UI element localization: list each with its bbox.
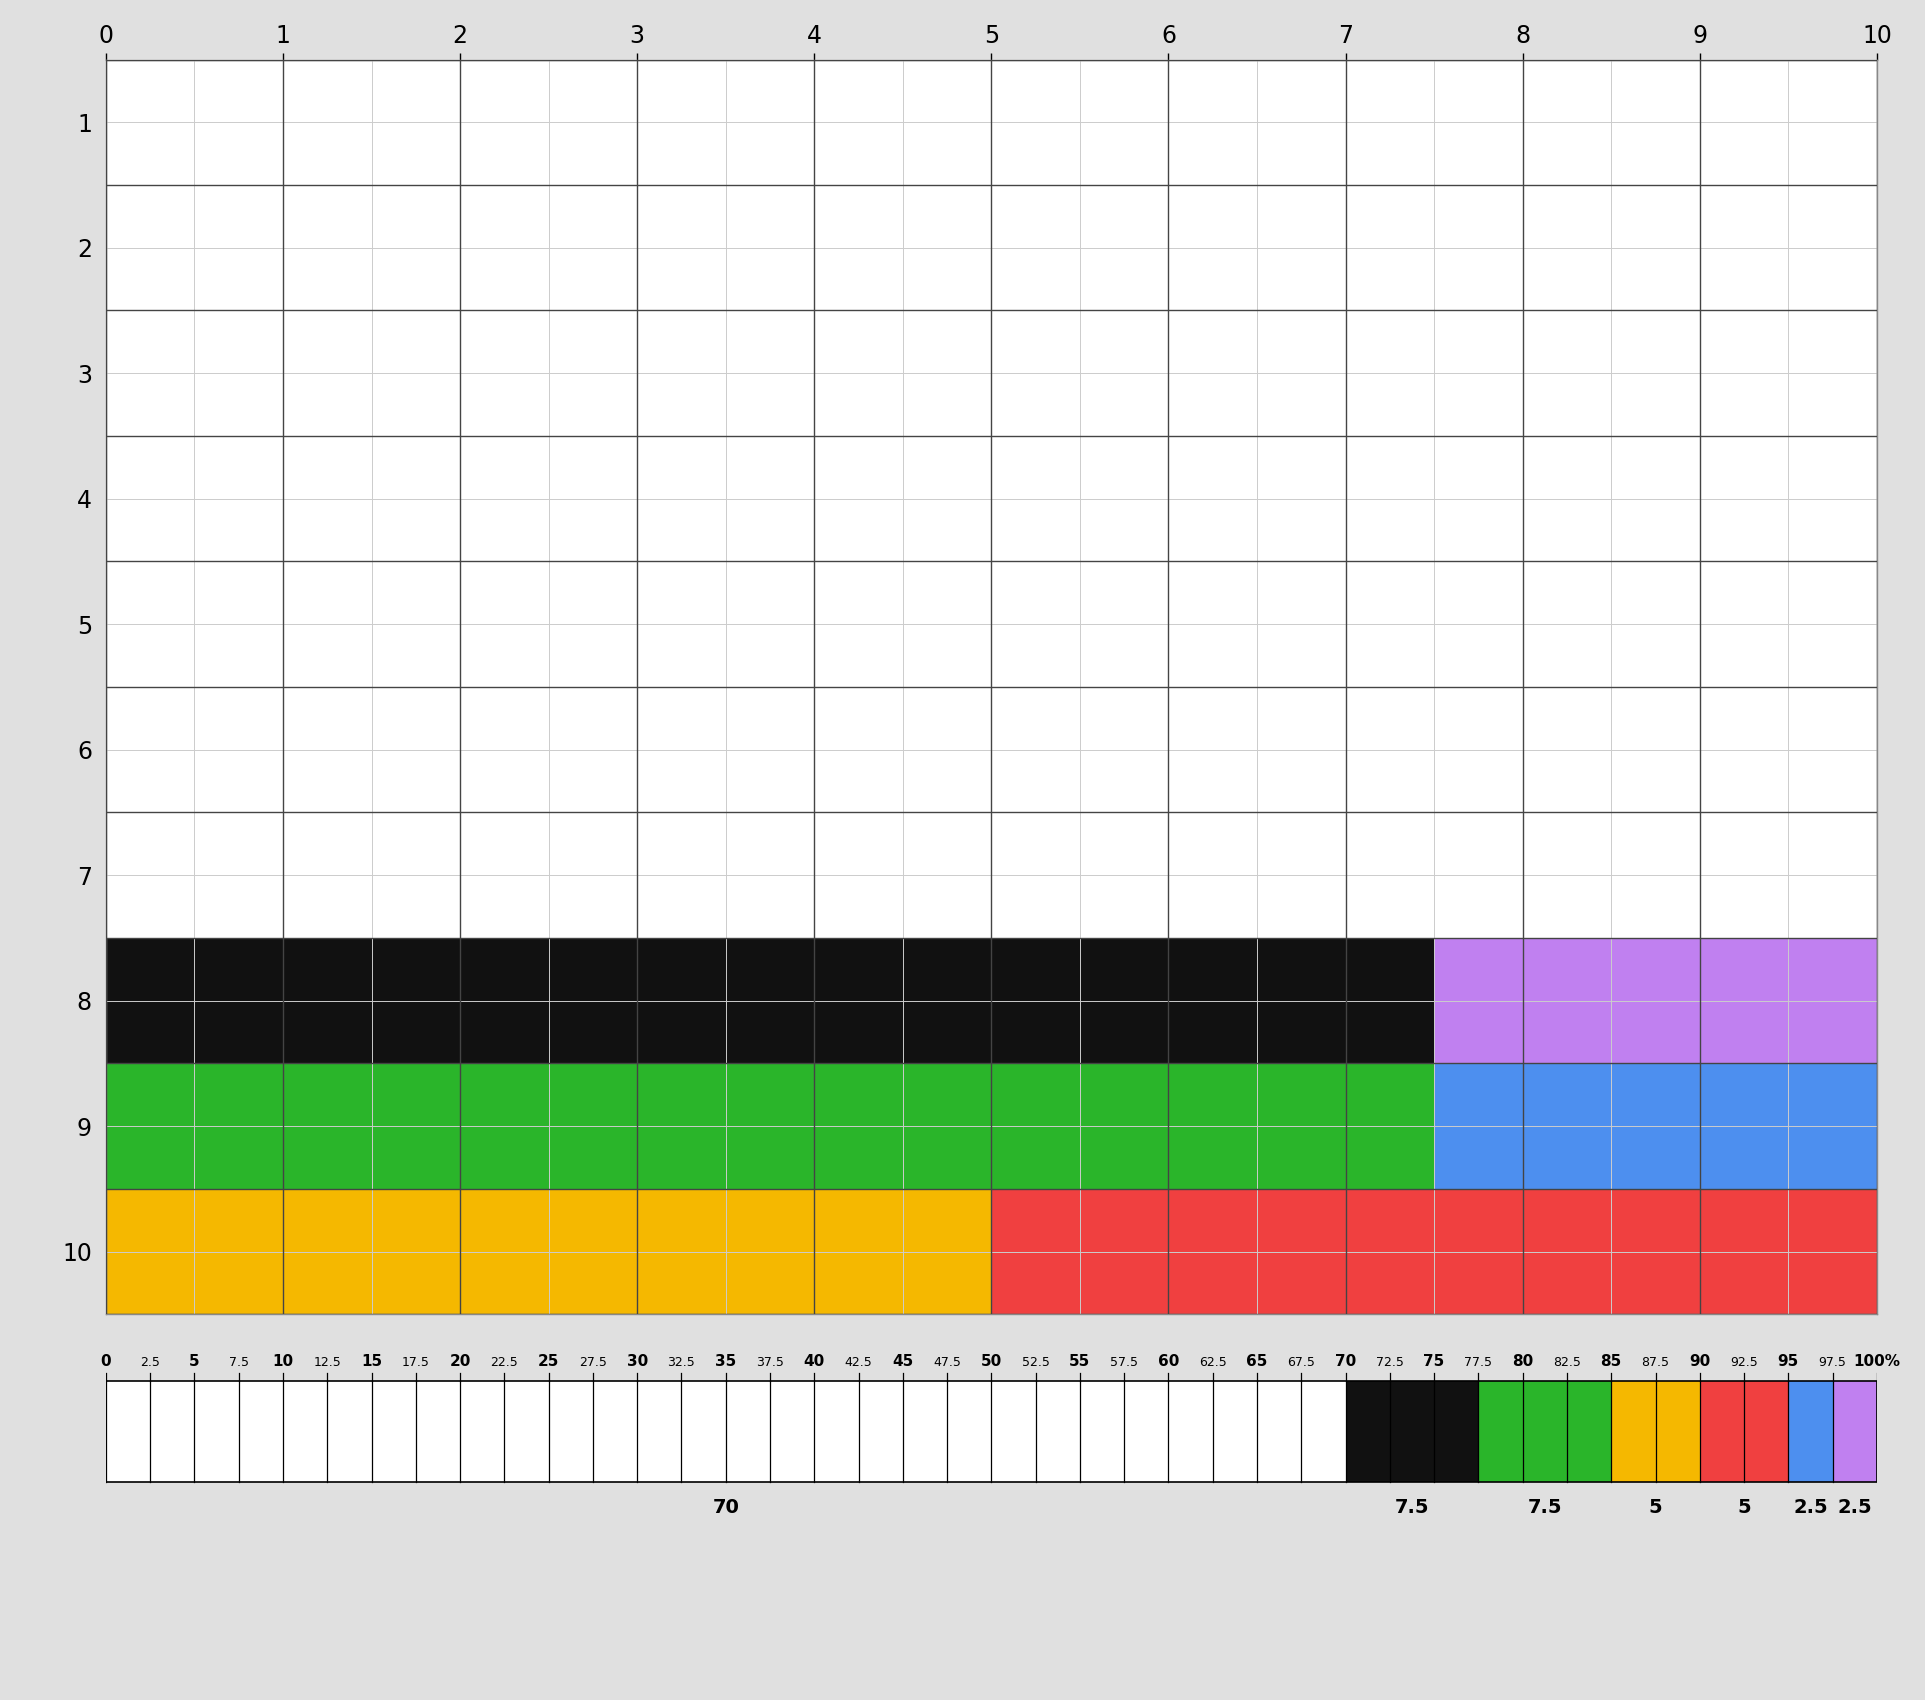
Text: 2.5: 2.5: [1838, 1498, 1871, 1518]
Text: 85: 85: [1600, 1355, 1623, 1368]
Bar: [106, 1382, 1346, 1482]
Text: 100%: 100%: [1854, 1355, 1900, 1368]
Text: 90: 90: [1688, 1355, 1711, 1368]
Bar: [1788, 1382, 1833, 1482]
Bar: [1478, 1382, 1611, 1482]
Text: 27.5: 27.5: [579, 1357, 606, 1369]
Text: 70: 70: [712, 1498, 739, 1518]
Text: 47.5: 47.5: [934, 1357, 961, 1369]
Bar: [106, 938, 1434, 1064]
Bar: [1346, 1382, 1478, 1482]
Text: 60: 60: [1157, 1355, 1180, 1368]
Text: 30: 30: [626, 1355, 649, 1368]
Text: 87.5: 87.5: [1642, 1357, 1669, 1369]
Text: 15: 15: [362, 1355, 381, 1368]
Text: 57.5: 57.5: [1111, 1357, 1138, 1369]
Text: 5: 5: [189, 1355, 200, 1368]
Text: 12.5: 12.5: [314, 1357, 341, 1369]
Text: 82.5: 82.5: [1553, 1357, 1580, 1369]
Text: 75: 75: [1423, 1355, 1446, 1368]
Text: 95: 95: [1777, 1355, 1800, 1368]
Bar: [1434, 938, 1877, 1064]
Text: 72.5: 72.5: [1376, 1357, 1403, 1369]
Bar: [106, 1064, 1434, 1188]
Text: 25: 25: [537, 1355, 560, 1368]
Text: 7.5: 7.5: [1396, 1498, 1428, 1518]
Bar: [1434, 1064, 1877, 1188]
Text: 0: 0: [100, 1355, 112, 1368]
Bar: [991, 1188, 1877, 1314]
Text: 52.5: 52.5: [1022, 1357, 1049, 1369]
Text: 80: 80: [1511, 1355, 1534, 1368]
Bar: [106, 1382, 1877, 1482]
Bar: [106, 1188, 991, 1314]
Text: 7.5: 7.5: [229, 1357, 248, 1369]
Text: 65: 65: [1245, 1355, 1269, 1368]
Bar: [1611, 1382, 1700, 1482]
Text: 92.5: 92.5: [1731, 1357, 1758, 1369]
Text: 37.5: 37.5: [757, 1357, 783, 1369]
Text: 50: 50: [980, 1355, 1003, 1368]
Text: 55: 55: [1068, 1355, 1091, 1368]
Text: 7.5: 7.5: [1528, 1498, 1561, 1518]
Text: 70: 70: [1334, 1355, 1357, 1368]
Text: 10: 10: [273, 1355, 293, 1368]
Text: 20: 20: [449, 1355, 472, 1368]
Text: 5: 5: [1648, 1498, 1663, 1518]
Text: 62.5: 62.5: [1199, 1357, 1226, 1369]
Text: 32.5: 32.5: [668, 1357, 695, 1369]
Text: 40: 40: [803, 1355, 826, 1368]
Text: 45: 45: [891, 1355, 914, 1368]
Text: 2.5: 2.5: [1794, 1498, 1827, 1518]
Bar: [1700, 1382, 1788, 1482]
Bar: [1833, 1382, 1877, 1482]
Text: 5: 5: [1736, 1498, 1752, 1518]
Text: 77.5: 77.5: [1465, 1357, 1492, 1369]
Text: 42.5: 42.5: [845, 1357, 872, 1369]
Text: 67.5: 67.5: [1288, 1357, 1315, 1369]
Text: 17.5: 17.5: [402, 1357, 429, 1369]
Text: 2.5: 2.5: [141, 1357, 160, 1369]
Text: 97.5: 97.5: [1819, 1357, 1846, 1369]
Text: 35: 35: [714, 1355, 737, 1368]
Text: 22.5: 22.5: [491, 1357, 518, 1369]
